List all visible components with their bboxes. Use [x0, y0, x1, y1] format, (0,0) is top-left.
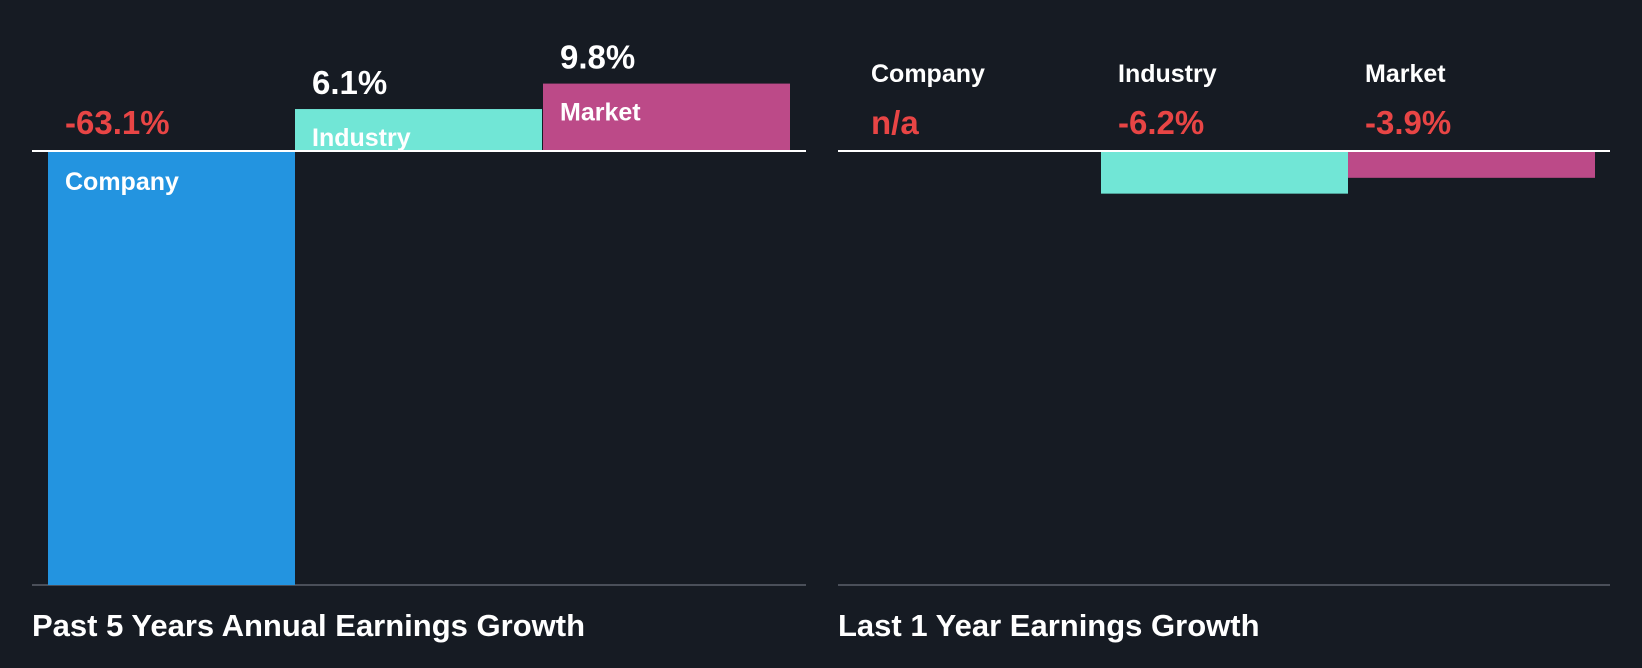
category-label-industry: Industry — [1118, 60, 1217, 88]
value-label-industry: -6.2% — [1118, 104, 1204, 141]
category-label-company: Company — [871, 60, 985, 88]
value-label-company: -63.1% — [65, 104, 170, 141]
value-label-industry: 6.1% — [312, 64, 387, 101]
category-label-industry: Industry — [312, 124, 411, 152]
category-label-company: Company — [65, 168, 179, 196]
bar-industry — [1101, 151, 1348, 194]
panel-last-1-year: Company n/a Industry -6.2% Market -3.9% Last 1… — [838, 60, 1610, 643]
chart-title: Past 5 Years Annual Earnings Growth — [32, 608, 585, 643]
bar-market — [1348, 151, 1595, 178]
panel-past-5-years: Company -63.1% Industry 6.1% Market 9.8% Past … — [32, 39, 806, 643]
bar-industry — [295, 109, 542, 151]
chart-title: Last 1 Year Earnings Growth — [838, 608, 1260, 643]
value-label-market: 9.8% — [560, 39, 635, 76]
bar-company — [48, 151, 295, 585]
bar-market — [543, 83, 790, 151]
category-label-market: Market — [560, 99, 641, 127]
value-label-company: n/a — [871, 104, 919, 141]
value-label-market: -3.9% — [1365, 104, 1451, 141]
category-label-market: Market — [1365, 60, 1446, 88]
